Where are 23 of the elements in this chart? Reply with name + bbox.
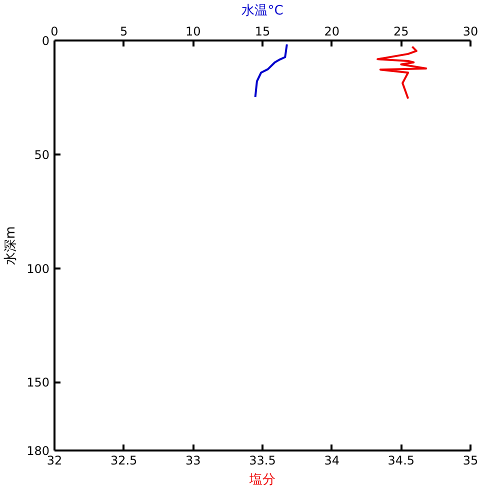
x2-tick-label: 15	[254, 24, 270, 38]
y-tick-label: 180	[26, 444, 50, 458]
x2-axis-title: 水温°C	[242, 4, 284, 18]
x-tick-label: 32.5	[110, 454, 138, 468]
y-tick-label: 150	[26, 376, 50, 390]
x-tick-label: 33	[186, 454, 201, 468]
x-tick-label: 32	[46, 454, 62, 468]
x-tick-label: 35	[462, 454, 478, 468]
y-tick-label: 50	[34, 148, 50, 162]
line-series	[376, 46, 428, 100]
x2-tick-label: 0	[50, 24, 58, 38]
x2-tick-label: 20	[324, 24, 340, 38]
y-tick-label: 0	[42, 34, 50, 48]
x2-tick-label: 30	[462, 24, 478, 38]
y-axis-title: 水深m	[4, 226, 19, 265]
x2-tick-label: 5	[120, 24, 128, 38]
x-tick-label: 34	[324, 454, 340, 468]
x-axis-title: 塩分	[248, 472, 276, 488]
x2-tick-label: 10	[186, 24, 201, 38]
y-tick-label: 100	[26, 262, 50, 276]
x-tick-label: 34.5	[388, 454, 415, 468]
x2-tick-label: 25	[394, 24, 409, 38]
x-tick-label: 33.5	[249, 454, 276, 468]
